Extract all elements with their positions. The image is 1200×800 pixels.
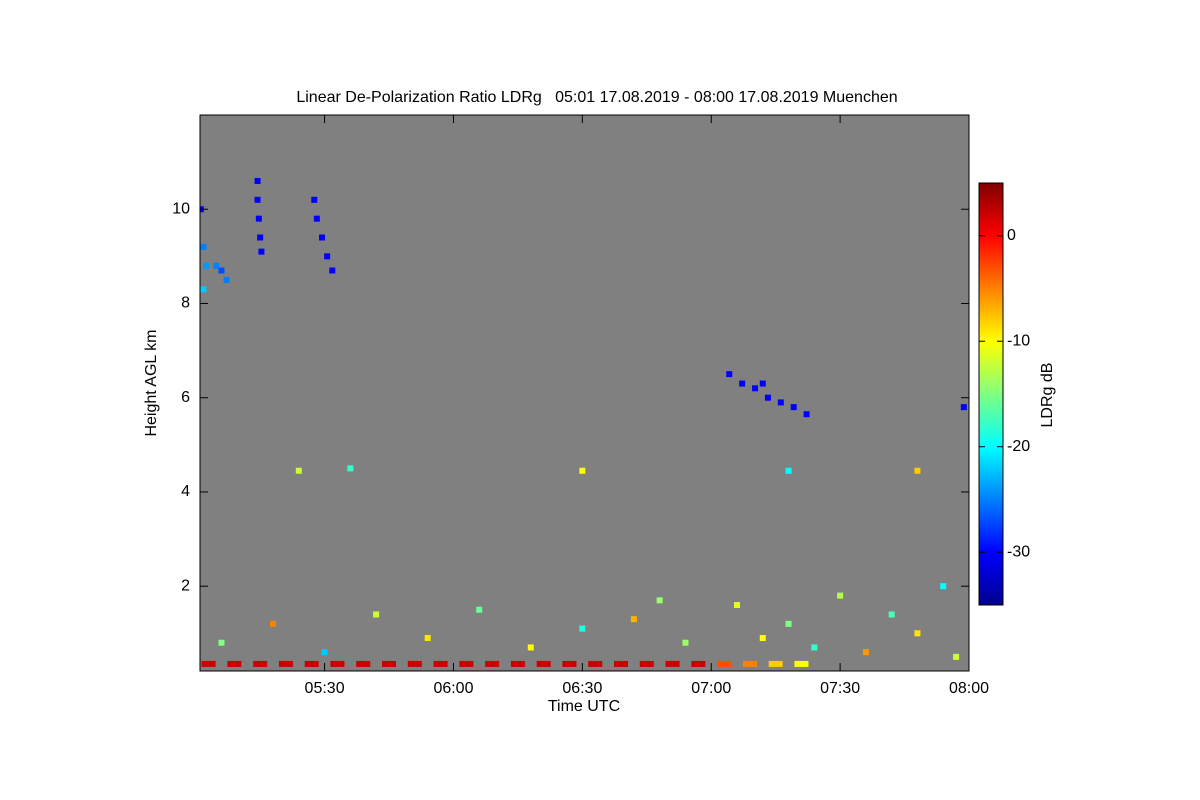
cell bbox=[656, 597, 663, 604]
colorbar-tick-label: -20 bbox=[1007, 438, 1030, 455]
cell bbox=[319, 234, 326, 241]
cell bbox=[476, 606, 483, 613]
cell bbox=[201, 660, 216, 667]
colorbar-tick-label: -30 bbox=[1007, 543, 1030, 560]
cell bbox=[960, 404, 967, 411]
cell bbox=[459, 660, 474, 667]
colorbar bbox=[978, 182, 1004, 606]
cell bbox=[218, 267, 225, 274]
cell bbox=[588, 660, 603, 667]
y-axis-label: Height AGL km bbox=[143, 329, 160, 436]
cell bbox=[223, 276, 230, 283]
cell bbox=[270, 620, 277, 627]
y-tick-label: 8 bbox=[181, 295, 190, 312]
cell bbox=[382, 660, 397, 667]
cell bbox=[356, 660, 371, 667]
cell bbox=[485, 660, 500, 667]
cell bbox=[777, 399, 784, 406]
cell bbox=[665, 660, 680, 667]
cell bbox=[630, 616, 637, 623]
cells bbox=[200, 177, 967, 667]
x-tick-label: 08:00 bbox=[949, 680, 989, 697]
cell bbox=[759, 635, 766, 642]
cell bbox=[734, 602, 741, 609]
cell bbox=[717, 660, 732, 667]
cell bbox=[742, 660, 757, 667]
cell bbox=[347, 465, 354, 472]
cell bbox=[803, 411, 810, 418]
cell bbox=[940, 583, 947, 590]
cell bbox=[203, 262, 210, 269]
cell bbox=[614, 660, 629, 667]
cell bbox=[295, 467, 302, 474]
cell bbox=[254, 196, 261, 203]
x-axis-label: Time UTC bbox=[548, 698, 620, 715]
cell bbox=[407, 660, 422, 667]
cell bbox=[953, 653, 960, 660]
cell bbox=[639, 660, 654, 667]
cell bbox=[200, 243, 207, 250]
cell bbox=[785, 467, 792, 474]
cell bbox=[764, 394, 771, 401]
cell bbox=[324, 253, 331, 260]
cell bbox=[433, 660, 448, 667]
plot-background bbox=[200, 115, 969, 671]
colorbar-tick-label: 0 bbox=[1007, 227, 1016, 244]
cell bbox=[759, 380, 766, 387]
cell bbox=[914, 467, 921, 474]
cell bbox=[752, 385, 759, 392]
cell bbox=[785, 620, 792, 627]
cell bbox=[278, 660, 293, 667]
cell bbox=[862, 649, 869, 656]
cell bbox=[255, 215, 262, 222]
cell bbox=[424, 635, 431, 642]
y-tick-label: 2 bbox=[181, 577, 190, 594]
cell bbox=[739, 380, 746, 387]
cell bbox=[218, 639, 225, 646]
cell bbox=[837, 592, 844, 599]
cell bbox=[311, 196, 318, 203]
cell bbox=[888, 611, 895, 618]
cell bbox=[768, 660, 783, 667]
x-tick-label: 06:00 bbox=[433, 680, 473, 697]
cell bbox=[329, 267, 336, 274]
cell bbox=[254, 177, 261, 184]
y-tick-label: 10 bbox=[172, 200, 190, 217]
cell bbox=[258, 248, 265, 255]
cell bbox=[253, 660, 268, 667]
cell bbox=[691, 660, 706, 667]
cell bbox=[682, 639, 689, 646]
cell bbox=[213, 262, 220, 269]
cell bbox=[200, 286, 207, 293]
cell bbox=[794, 660, 809, 667]
cell bbox=[527, 644, 534, 651]
cell bbox=[811, 644, 818, 651]
colorbar-tick-label: -10 bbox=[1007, 332, 1030, 349]
cell bbox=[562, 660, 577, 667]
y-tick-label: 4 bbox=[181, 483, 190, 500]
cell bbox=[330, 660, 345, 667]
colorbar-label: LDRg dB bbox=[1039, 363, 1056, 428]
cell bbox=[510, 660, 525, 667]
cell bbox=[313, 215, 320, 222]
cell bbox=[321, 649, 328, 656]
cell bbox=[579, 625, 586, 632]
cell bbox=[579, 467, 586, 474]
cell bbox=[227, 660, 242, 667]
x-tick-label: 05:30 bbox=[305, 680, 345, 697]
cell bbox=[304, 660, 319, 667]
cell bbox=[790, 404, 797, 411]
y-tick-label: 6 bbox=[181, 389, 190, 406]
chart-title: Linear De-Polarization Ratio LDRg 05:01 … bbox=[296, 89, 897, 106]
x-tick-label: 07:30 bbox=[820, 680, 860, 697]
plot-frame bbox=[199, 114, 970, 672]
cell bbox=[373, 611, 380, 618]
cell bbox=[914, 630, 921, 637]
x-tick-label: 06:30 bbox=[562, 680, 602, 697]
cell bbox=[726, 371, 733, 378]
cell bbox=[257, 234, 264, 241]
cell bbox=[536, 660, 551, 667]
x-tick-label: 07:00 bbox=[691, 680, 731, 697]
